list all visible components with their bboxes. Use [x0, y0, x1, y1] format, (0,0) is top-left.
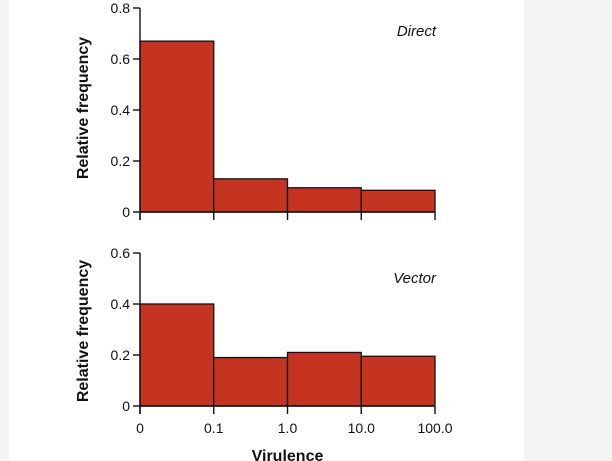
- y-tick-label: 0.4: [111, 296, 131, 312]
- y-axis-title: Relative frequency: [75, 37, 92, 179]
- bar: [286, 351, 362, 407]
- bar: [213, 356, 289, 407]
- x-tick-label: 10.0: [348, 420, 375, 436]
- y-tick-label: 0.4: [111, 102, 131, 118]
- y-tick-label: 0.6: [111, 245, 131, 261]
- y-axis-title: Relative frequency: [75, 260, 92, 402]
- y-tick-label: 0.6: [111, 51, 131, 67]
- x-tick-label: 0: [136, 420, 144, 436]
- bar: [286, 187, 362, 213]
- panel-label: Vector: [393, 270, 437, 287]
- x-tick-label: 1.0: [278, 420, 298, 436]
- y-tick-label: 0: [122, 204, 130, 220]
- panel-label: Direct: [397, 23, 437, 40]
- y-tick-label: 0.2: [111, 347, 131, 363]
- x-tick-label: 100.0: [417, 420, 452, 436]
- left-margin-band: [0, 0, 9, 461]
- x-tick-label: 0.1: [204, 420, 224, 436]
- bar: [360, 189, 436, 213]
- bar: [213, 178, 289, 213]
- panel-vector: 0 0.2 0.4 0.6 0 0.1 1.0 10.0 100.0 Vector Relative…: [75, 245, 453, 461]
- panel-direct: 0 0.2 0.4 0.6 0.8 Direct Relative frequency: [75, 0, 437, 220]
- y-tick-label: 0: [122, 398, 130, 414]
- right-margin-band: [524, 0, 612, 461]
- y-tick-label: 0.2: [111, 153, 131, 169]
- x-axis-title: Virulence: [252, 448, 324, 461]
- bar: [139, 303, 215, 407]
- bar: [139, 40, 215, 213]
- bar: [360, 355, 436, 407]
- y-tick-label: 0.8: [111, 0, 131, 16]
